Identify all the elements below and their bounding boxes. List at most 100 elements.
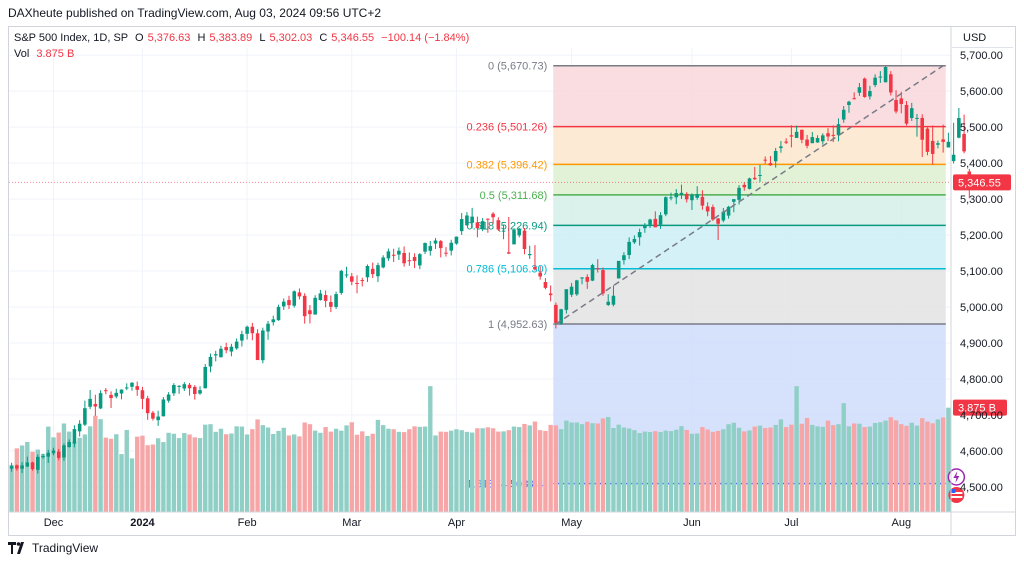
volume-bar xyxy=(260,425,266,512)
volume-bar xyxy=(428,386,433,512)
volume-bar xyxy=(119,454,124,512)
candle xyxy=(595,259,600,273)
volume-bar xyxy=(569,422,574,512)
candle-body xyxy=(329,302,333,307)
candle xyxy=(637,228,642,246)
volume-bar xyxy=(46,426,51,512)
volume-bar xyxy=(768,427,773,512)
volume-bar xyxy=(9,464,14,512)
volume-bar xyxy=(888,417,894,512)
candle xyxy=(805,134,809,149)
volume-bar xyxy=(40,453,46,512)
us-flag-icon[interactable] xyxy=(948,487,965,503)
candle-body xyxy=(15,465,19,469)
symbol-name[interactable]: S&P 500 Index, 1D, SP xyxy=(14,32,128,44)
candle-body xyxy=(402,252,406,264)
low-value: 5,302.03 xyxy=(269,32,313,44)
volume-bar xyxy=(286,435,292,512)
volume-label[interactable]: Vol xyxy=(14,48,30,60)
candle xyxy=(962,114,966,154)
candle xyxy=(475,216,480,238)
volume-bar xyxy=(846,426,852,512)
candle xyxy=(444,247,448,257)
volume-bar xyxy=(517,427,522,512)
candle xyxy=(93,394,98,416)
candle-body xyxy=(585,276,590,282)
volume-bar xyxy=(940,417,946,512)
legend-volume-row: Vol 3.875 B xyxy=(14,46,469,62)
candle-body xyxy=(548,293,553,296)
legend-ohlc-row: S&P 500 Index, 1D, SP O 5,376.63 H 5,383.8… xyxy=(14,30,469,46)
candle xyxy=(187,382,192,396)
candle xyxy=(465,212,469,226)
candle-body xyxy=(182,384,187,389)
volume-bar xyxy=(710,431,716,512)
volume-bar xyxy=(454,429,459,512)
volume-bar xyxy=(872,422,878,512)
candle-body xyxy=(255,333,260,361)
candle xyxy=(98,390,103,410)
candle-body xyxy=(72,429,77,444)
candle-body xyxy=(187,384,192,389)
candle-body xyxy=(459,219,464,232)
volume-bar xyxy=(522,423,527,512)
volume-bar xyxy=(626,428,632,512)
candle-body xyxy=(821,135,825,142)
candle xyxy=(758,164,762,182)
candle-body xyxy=(580,277,584,279)
candle xyxy=(836,118,841,142)
candle xyxy=(815,135,820,143)
candle xyxy=(62,443,66,461)
candle xyxy=(580,277,584,285)
fib-zone xyxy=(553,126,946,165)
y-tick-label: 5,000.00 xyxy=(960,302,1003,314)
volume-value: 3.875 B xyxy=(36,48,75,60)
volume-bar xyxy=(475,428,480,512)
candle xyxy=(941,124,945,153)
candle xyxy=(695,186,699,200)
candle-body xyxy=(381,257,385,268)
candle xyxy=(30,461,35,471)
volume-bar xyxy=(302,422,307,512)
candle xyxy=(276,304,281,321)
volume-bar xyxy=(469,432,475,512)
candle-body xyxy=(538,272,542,277)
volume-bar xyxy=(773,424,778,512)
volume-bar xyxy=(333,428,339,512)
candle-body xyxy=(161,399,166,417)
volume-bar xyxy=(946,407,951,512)
volume-bars xyxy=(9,386,951,512)
volume-bar xyxy=(527,425,532,512)
candle xyxy=(229,343,234,357)
candle xyxy=(559,308,563,325)
candle-body xyxy=(292,291,296,306)
candle xyxy=(119,389,124,400)
volume-bar xyxy=(705,429,710,512)
candle xyxy=(386,248,391,261)
candle xyxy=(768,156,773,166)
lightning-icon[interactable] xyxy=(947,468,966,486)
candle xyxy=(391,248,396,262)
candle-body xyxy=(883,66,888,83)
candle-body xyxy=(198,390,202,394)
candle-body xyxy=(752,177,757,180)
volume-bar xyxy=(831,425,836,512)
volume-bar xyxy=(914,425,920,512)
volume-bar xyxy=(386,428,391,512)
candle-body xyxy=(287,300,291,306)
candle-body xyxy=(533,266,537,270)
candle xyxy=(302,293,307,324)
chart-frame xyxy=(8,26,1016,536)
volume-bar xyxy=(794,386,799,512)
volume-bar xyxy=(789,424,794,512)
tradingview-logo[interactable]: TradingView xyxy=(8,541,98,555)
candle-body xyxy=(365,266,370,278)
candle xyxy=(569,282,574,297)
candle xyxy=(177,385,181,394)
currency-button[interactable]: USD xyxy=(951,28,1013,48)
candle-body xyxy=(20,465,24,469)
candle xyxy=(41,453,45,459)
candle xyxy=(245,325,249,340)
candle xyxy=(454,236,459,245)
